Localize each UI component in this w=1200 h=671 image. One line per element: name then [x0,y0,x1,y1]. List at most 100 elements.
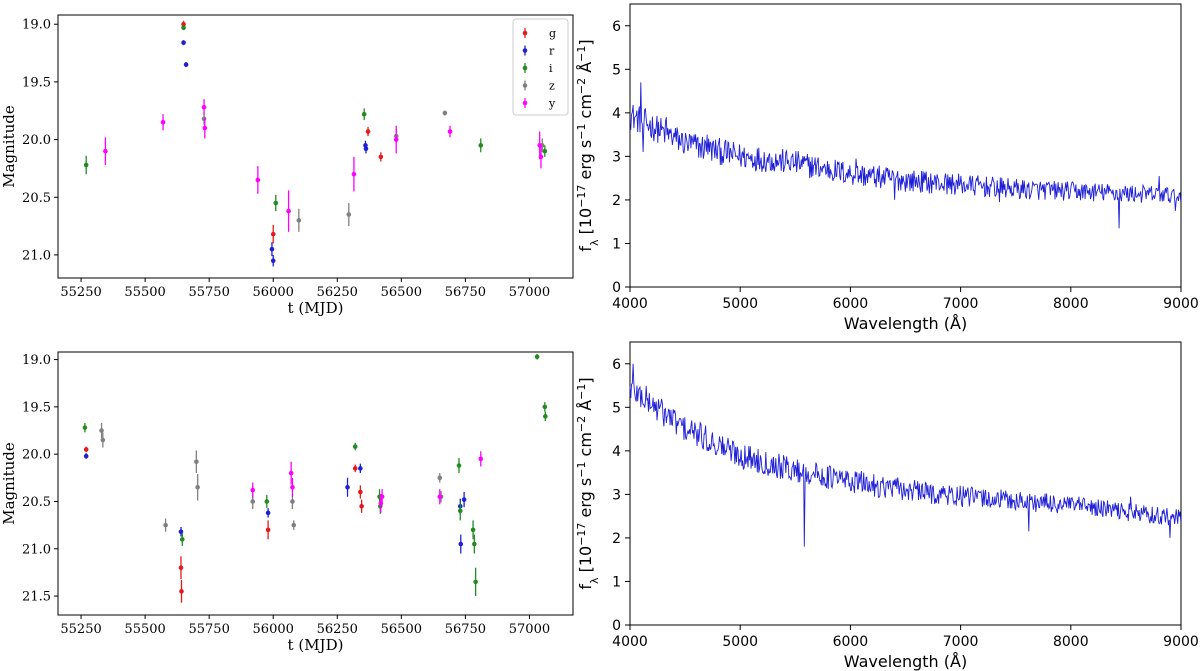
spectrum-line [629,363,1182,547]
data-point-y [250,487,256,493]
y-tick-label: 5 [612,62,621,78]
x-tick-label: 55500 [124,622,165,637]
x-tick-label: 56000 [253,285,294,300]
plot-frame [57,14,574,279]
data-point-i [543,414,548,419]
x-tick-label: 56500 [381,622,422,637]
data-point-y [393,137,399,142]
data-point-g [378,154,384,160]
x-tick-label: 7000 [943,634,979,650]
data-point-i [542,148,548,154]
data-point-i [472,541,477,547]
data-point-i [457,508,463,514]
x-tick-label: 9000 [1163,634,1199,650]
x-tick-label: 8000 [1053,634,1089,650]
y-axis-label: Magnitude [0,442,18,525]
data-point-z [99,428,104,433]
data-point-r [83,453,89,459]
data-point-y [538,154,544,160]
data-point-i [352,444,358,449]
legend-label-g: g [549,27,556,40]
data-point-y [201,104,207,110]
data-point-z [437,475,443,481]
legend-box [512,18,569,116]
data-point-g [265,527,271,533]
x-axis-label: Wavelength (Å) [844,314,967,333]
y-tick-label: 20.0 [22,448,51,463]
data-point-r [183,62,189,67]
y-tick-label: 20.5 [22,191,51,206]
y-tick-label: 19.0 [22,353,51,368]
plot-frame [629,3,1182,288]
lightcurve-bottom: 55250 55500 55750 56000 56250 56500 56750 57000… [0,351,574,654]
x-tick-label: 56750 [445,622,486,637]
data-point-z [194,459,199,465]
x-tick-label: 5000 [722,296,758,312]
data-point-r [345,484,350,490]
data-point-r [363,146,369,152]
legend-marker-z [522,83,528,88]
y-tick-label: 19.0 [22,18,51,33]
y-tick-label: 2 [612,531,621,547]
data-point-y [437,494,443,500]
data-point-i [361,111,367,117]
y-tick-label: 21.0 [22,248,51,263]
x-tick-label: 5000 [722,634,758,650]
data-point-i [542,404,548,410]
y-tick-label: 0 [612,280,621,296]
data-point-y [447,129,453,134]
legend-marker-y [522,100,528,106]
spectrum-line [629,82,1182,229]
y-tick-label: 4 [612,106,621,122]
y-tick-label: 0 [612,618,621,634]
data-point-z [291,522,297,528]
data-point-i [470,527,476,533]
x-tick-label: 6000 [833,296,869,312]
data-point-i [264,499,270,504]
data-point-y [286,208,291,214]
data-point-z [346,212,352,217]
data-point-z [442,110,448,116]
data-point-z [290,499,295,504]
data-point-i [534,354,540,360]
y-tick-label: 5 [612,400,621,416]
y-axis-label: fλ [10−17 erg s−1 cm−2 Å−1] [575,39,601,251]
data-point-r [265,510,271,516]
legend-label-y: y [548,97,556,110]
y-tick-label: 3 [612,487,621,503]
legend-label-i: i [549,62,553,75]
y-tick-label: 20.5 [22,495,51,510]
y-tick-label: 6 [612,19,621,35]
data-point-r [358,466,363,471]
x-tick-label: 56000 [253,622,294,637]
spectrum-bottom: 4000 5000 6000 7000 8000 9000 0 1 2 3 4 5 6 Wavelengt… [575,341,1199,671]
data-point-g [178,565,184,570]
data-point-i [456,463,462,468]
x-tick-label: 6000 [833,634,869,650]
y-tick-label: 21.0 [22,542,51,557]
x-tick-label: 57000 [509,285,550,300]
x-tick-label: 8000 [1053,296,1089,312]
x-tick-label: 7000 [943,296,979,312]
legend-marker-g [522,30,528,36]
data-point-i [179,537,185,542]
x-axis-label: t (MJD) [288,636,344,654]
data-point-g [352,466,358,471]
data-point-z [100,437,106,443]
y-axis-label: fλ [10−17 erg s−1 cm−2 Å−1] [575,377,601,589]
data-point-r [269,246,275,252]
data-point-z [296,218,302,223]
data-point-r [461,497,467,502]
data-point-r [270,258,276,263]
data-point-i [478,143,484,148]
data-point-i [83,162,89,168]
x-tick-label: 55250 [60,285,101,300]
legend-marker-r [522,48,528,53]
data-point-g [181,21,186,27]
y-tick-label: 2 [612,193,621,209]
data-point-g [179,589,184,594]
data-point-y [255,177,261,183]
plot-frame [57,351,574,616]
y-tick-label: 4 [612,444,621,460]
